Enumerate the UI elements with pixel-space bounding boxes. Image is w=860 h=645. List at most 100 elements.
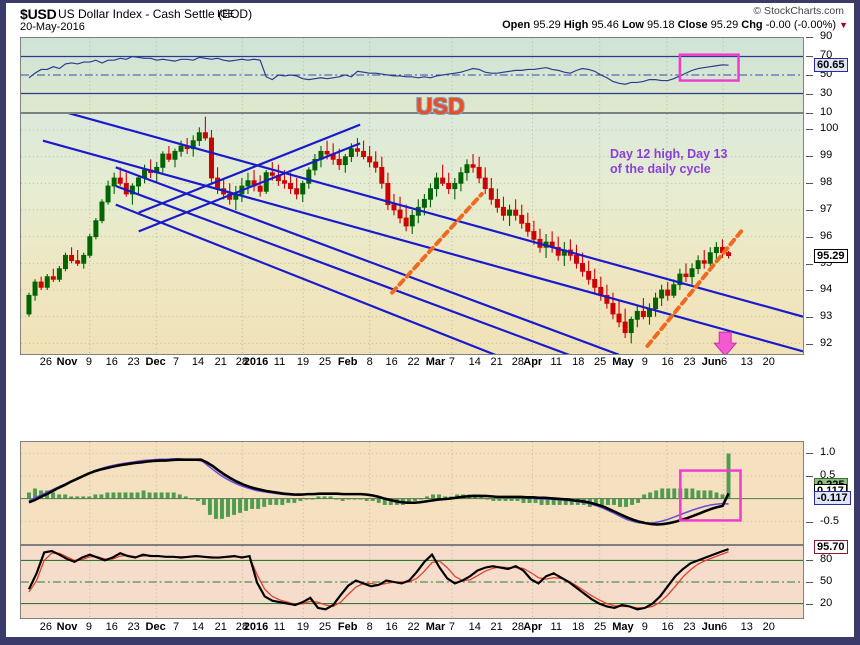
x-axis-tick-label: May — [612, 356, 634, 368]
y-axis-tick — [806, 209, 813, 211]
daily-cycle-line-2: of the daily cycle — [610, 162, 711, 176]
rsi-plot-area — [21, 38, 803, 112]
x-axis-tick-label: 7 — [448, 621, 456, 633]
x-axis-tick-label: 14 — [468, 356, 481, 368]
x-axis-tick-label: Jun — [701, 621, 722, 633]
x-axis-tick-label: 28 — [235, 356, 248, 368]
chart-header: $USD US Dollar Index - Cash Settle (EOD)… — [6, 3, 854, 35]
x-axis-tick-label: 13 — [740, 621, 753, 633]
x-axis-tick-label: 21 — [490, 621, 503, 633]
x-axis-tick-label: 25 — [594, 356, 607, 368]
x-axis-tick-label: 26 — [39, 356, 52, 368]
open-value: 95.29 — [533, 19, 561, 31]
y-axis-tick-label: 10 — [820, 106, 833, 118]
x-axis-tick-label: Feb — [337, 356, 358, 368]
low-label: Low — [621, 19, 644, 31]
x-axis-tick-label: 7 — [448, 356, 456, 368]
y-axis-tick — [806, 263, 813, 265]
x-axis-tick-label: 8 — [366, 621, 373, 633]
x-axis-tick-label: 8 — [366, 356, 373, 368]
x-axis-tick-label: 6 — [720, 621, 728, 633]
x-axis-tick-label: 9 — [85, 621, 93, 633]
y-axis-tick-label: 98 — [820, 175, 833, 188]
x-axis-tick-label: Mar — [425, 356, 446, 368]
rsi-indicator-panel[interactable] — [20, 37, 804, 113]
x-axis-tick-label: 21 — [490, 356, 503, 368]
low-value: 95.18 — [647, 19, 675, 31]
usd-watermark-label: USD — [416, 93, 465, 119]
price-current-value-box: 95.29 — [814, 248, 848, 263]
x-axis-tick-label: 6 — [720, 356, 728, 368]
high-value: 95.46 — [591, 19, 619, 31]
y-axis-tick — [806, 94, 813, 95]
y-axis-tick-label: 80 — [820, 552, 833, 565]
x-axis-tick-label: 26 — [39, 621, 52, 633]
stochastic-indicator-panel[interactable] — [20, 545, 804, 619]
y-axis-tick — [806, 604, 813, 606]
x-axis-tick-label: 14 — [468, 621, 481, 633]
stochastic-y-axis: 80 50 20 95.70 — [806, 540, 854, 619]
macd-indicator-panel[interactable] — [20, 441, 804, 545]
x-axis-tick-label: Apr — [523, 621, 543, 633]
x-axis-tick-label: 2016 — [243, 621, 269, 633]
y-axis-tick-label: 1.0 — [820, 445, 836, 458]
x-axis-tick-label: 22 — [407, 621, 420, 633]
x-axis-tick-label: 2016 — [243, 356, 269, 368]
y-axis-tick — [806, 156, 813, 158]
daily-cycle-line-1: Day 12 high, Day 13 — [610, 147, 728, 161]
x-axis-tick-label: 9 — [641, 621, 648, 633]
price-chart-panel[interactable] — [20, 113, 804, 355]
change-label: Chg — [741, 19, 763, 31]
y-axis-tick-label: 93 — [820, 310, 833, 323]
y-axis-tick-label: 94 — [820, 283, 833, 296]
x-axis-tick-label: 7 — [172, 621, 180, 633]
x-axis-tick-label: 14 — [191, 621, 205, 633]
x-axis-tick-label: 23 — [127, 356, 140, 368]
y-axis-tick-label: 100 — [820, 122, 839, 135]
y-axis-tick — [806, 75, 813, 76]
stochastic-current-value-box: 95.70 — [814, 540, 848, 555]
x-axis-tick-label: 11 — [550, 621, 562, 633]
x-axis-tick-label: 25 — [318, 621, 332, 633]
y-axis-tick-label: 96 — [820, 229, 833, 242]
y-axis-tick — [806, 475, 813, 477]
x-axis-tick-label: Nov — [56, 356, 78, 368]
x-axis-tick-label: Dec — [145, 356, 166, 368]
x-axis-tick-label: 16 — [105, 621, 118, 633]
symbol-description: US Dollar Index - Cash Settle (EOD) — [58, 7, 253, 21]
x-axis-tick-label: 16 — [385, 621, 398, 633]
y-axis-tick-label: 50 — [820, 575, 833, 587]
y-axis-tick-label: 90 — [820, 30, 833, 42]
y-axis-tick-label: 99 — [820, 149, 833, 162]
caret-down-icon: ▼ — [839, 20, 848, 30]
x-axis-tick-label: 14 — [191, 356, 205, 368]
x-axis-tick-label: 22 — [407, 356, 420, 368]
x-axis-tick-label: 11 — [273, 356, 286, 368]
y-axis-tick — [806, 236, 813, 238]
x-axis-tick-label: 11 — [273, 621, 286, 633]
x-axis-tick-label: Mar — [425, 621, 446, 633]
y-axis-tick — [806, 582, 813, 583]
daily-cycle-annotation: Day 12 high, Day 13 of the daily cycle — [610, 147, 727, 177]
x-axis-tick-label: 21 — [214, 356, 227, 368]
macd-plot-area — [21, 442, 803, 544]
y-axis-tick — [806, 290, 813, 292]
x-axis-tick-label: 16 — [661, 621, 674, 633]
y-axis-tick — [806, 317, 813, 319]
macd-value-box: -0.117 — [814, 490, 851, 505]
y-axis-tick-label: 92 — [820, 337, 833, 350]
y-axis-tick — [806, 113, 813, 114]
x-axis-tick-label: Nov — [56, 621, 78, 633]
x-axis-tick-label: 16 — [661, 356, 674, 368]
x-axis-tick-label: 11 — [550, 356, 562, 368]
x-axis-tick-label: 28 — [511, 621, 524, 633]
y-axis-tick — [806, 182, 813, 184]
x-axis-tick-label: 19 — [296, 356, 310, 368]
x-axis-tick-label: 18 — [572, 356, 585, 368]
x-axis-tick-label: Apr — [523, 356, 543, 368]
x-axis-tick-label: 28 — [235, 621, 248, 633]
y-axis-tick — [806, 521, 813, 523]
y-axis-tick — [806, 56, 813, 57]
change-value: -0.00 (-0.00%) — [765, 19, 837, 31]
y-axis-tick-label: -0.5 — [820, 514, 839, 527]
